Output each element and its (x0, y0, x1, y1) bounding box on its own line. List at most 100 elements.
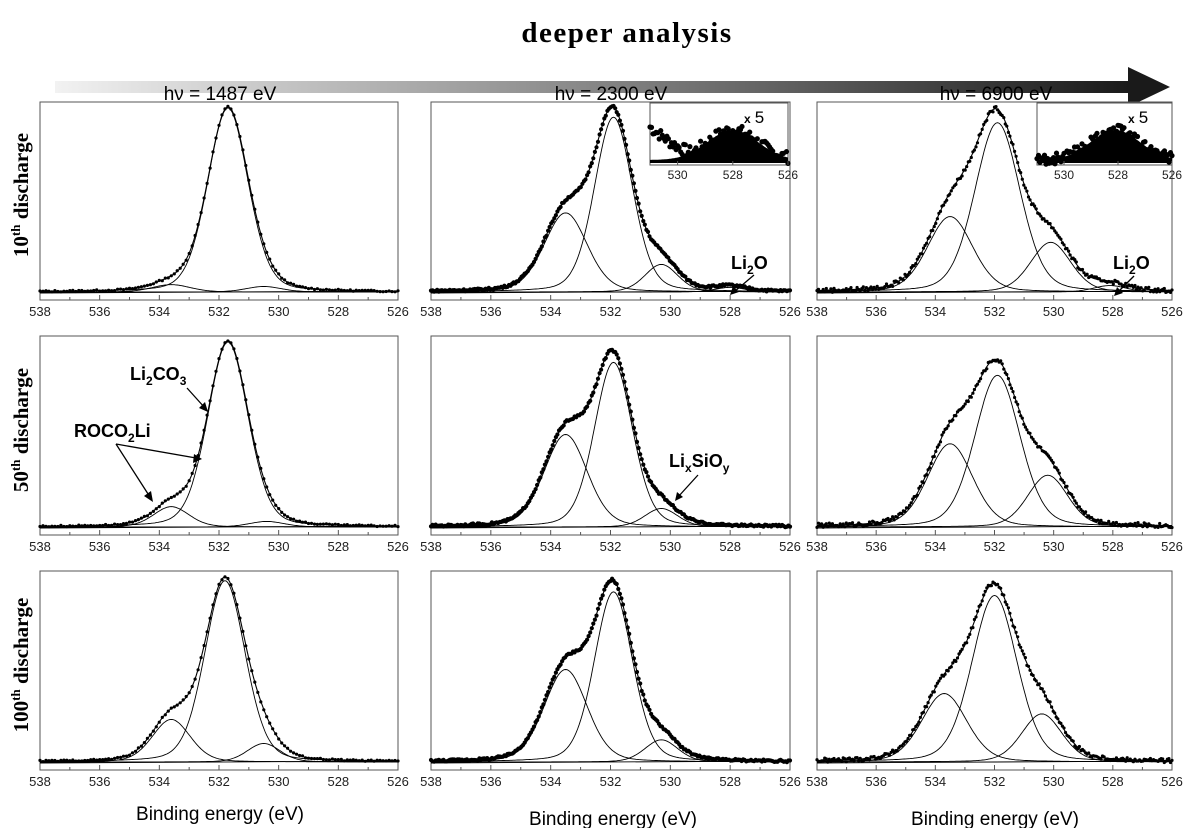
data-point (628, 167, 633, 172)
data-point (47, 525, 51, 529)
data-point (139, 285, 143, 289)
data-point (205, 413, 209, 417)
data-point (558, 204, 563, 210)
data-point (65, 758, 69, 762)
data-point (971, 626, 975, 630)
data-point (348, 524, 352, 528)
data-point (348, 288, 352, 292)
data-point (642, 698, 647, 703)
inset-data-point (1062, 156, 1069, 162)
x-tick-label: 530 (268, 774, 290, 789)
column-title-1: hν = 1487 eV (164, 84, 277, 105)
data-point (196, 668, 200, 672)
annotation-li2o-1-a: Li (731, 253, 747, 273)
data-point (1090, 516, 1094, 520)
data-point (891, 515, 895, 519)
data-point (136, 518, 140, 522)
data-point (1014, 154, 1018, 158)
data-point (837, 525, 841, 529)
x-tick-label: 528 (719, 304, 741, 319)
data-point (982, 593, 986, 597)
data-point (925, 241, 929, 245)
inset-data-point (1091, 137, 1097, 143)
data-point (547, 685, 552, 690)
x-tick-label: 536 (480, 539, 502, 554)
x-tick-label: 526 (387, 304, 409, 319)
data-point (351, 758, 355, 762)
data-point (826, 525, 830, 529)
data-point (190, 471, 194, 475)
data-point (277, 737, 281, 741)
data-point (546, 228, 551, 233)
data-point (1062, 243, 1066, 247)
x-tick-label: 532 (208, 304, 230, 319)
data-point (949, 665, 953, 669)
inset-data-point (1041, 152, 1048, 158)
data-point (539, 470, 544, 475)
x-tick-label: 538 (420, 304, 442, 319)
data-point (1124, 759, 1128, 763)
data-point (852, 759, 856, 763)
data-point (345, 758, 349, 762)
data-point (613, 106, 618, 111)
data-point (906, 506, 910, 510)
annotation-lixsioy-arrowhead (675, 492, 683, 501)
data-point (83, 523, 87, 528)
data-point (47, 289, 51, 293)
data-point (238, 616, 242, 620)
data-point (553, 670, 559, 675)
data-point (324, 287, 328, 291)
data-point (208, 616, 212, 620)
inset-data-point (679, 151, 685, 157)
data-point (163, 499, 167, 503)
x-tick-label: 530 (268, 539, 290, 554)
data-point (892, 518, 896, 522)
x-tick-label: 532 (984, 304, 1006, 319)
data-point (787, 758, 793, 763)
data-point (121, 522, 126, 526)
data-point (647, 707, 652, 712)
data-point (80, 524, 84, 528)
data-point (824, 522, 828, 526)
data-point (384, 524, 388, 528)
inset-data-point (1104, 132, 1111, 138)
data-point (849, 286, 853, 290)
x-tick-label: 534 (148, 304, 170, 319)
data-point (955, 656, 960, 660)
data-point (884, 282, 889, 286)
data-point (1016, 402, 1020, 406)
data-point (92, 757, 96, 761)
data-point (327, 522, 331, 526)
annotation-lixsioy: LixSiOy (669, 451, 730, 501)
inset-data-point (1086, 146, 1093, 152)
data-point (1019, 171, 1023, 175)
data-point (883, 285, 887, 289)
data-point (253, 680, 257, 684)
data-point (969, 395, 973, 399)
data-point (211, 384, 215, 388)
data-point (538, 710, 543, 715)
data-point (985, 586, 989, 590)
inset-data-point (711, 139, 718, 145)
data-point (929, 693, 933, 697)
data-point (1062, 480, 1066, 485)
data-point (309, 286, 314, 290)
data-point (1170, 758, 1174, 763)
data-point (639, 457, 644, 462)
data-point (1131, 760, 1135, 764)
xaxis-label-2: Binding energy (eV) (529, 809, 697, 828)
data-point (979, 377, 983, 381)
data-point (996, 582, 1000, 586)
data-point (918, 715, 923, 720)
data-point (56, 289, 60, 294)
data-point (619, 596, 624, 601)
data-point (821, 287, 825, 292)
data-point (1016, 161, 1020, 165)
data-point (193, 677, 197, 681)
data-point (633, 662, 638, 667)
data-point (101, 523, 105, 528)
data-point (991, 110, 995, 114)
data-point (929, 461, 933, 465)
data-point (235, 356, 239, 361)
data-point (1020, 416, 1024, 420)
